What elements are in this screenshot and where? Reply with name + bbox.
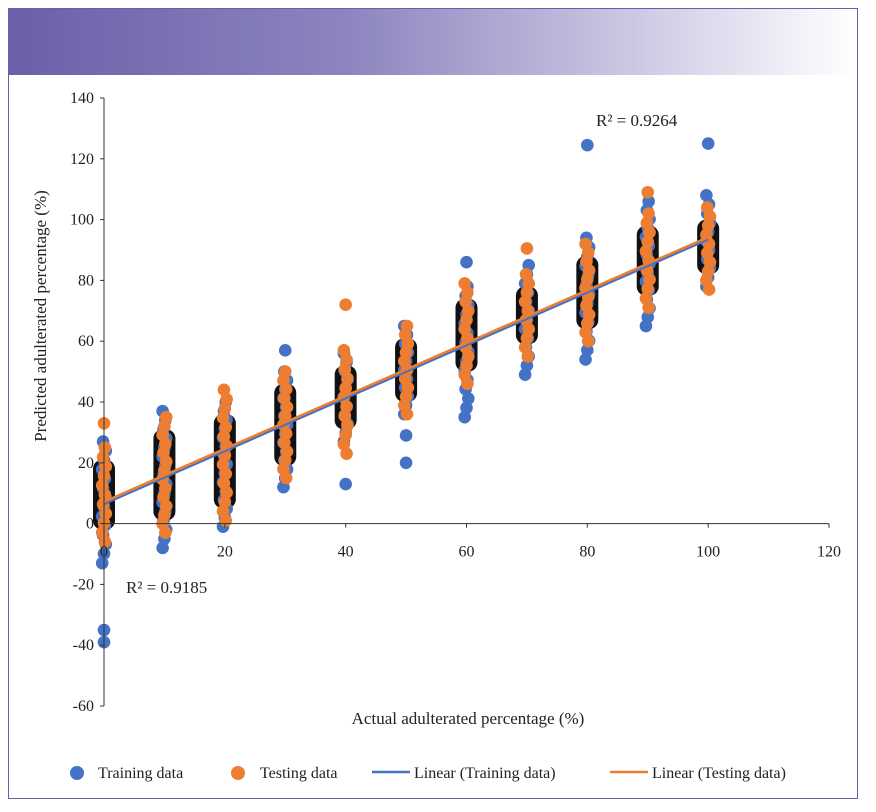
legend-testing-marker — [231, 766, 245, 780]
x-tick-label: 60 — [459, 544, 475, 561]
y-tick-label: -20 — [73, 576, 94, 593]
x-tick-label: 40 — [338, 544, 354, 561]
testing-point — [400, 319, 414, 333]
testing-point — [519, 268, 533, 281]
legend-linear-testing-label: Linear (Testing data) — [652, 765, 786, 782]
y-tick-label: 100 — [70, 212, 94, 229]
testing-point — [639, 244, 653, 258]
legend-testing-label: Testing data — [260, 765, 338, 782]
testing-outlier-point — [339, 298, 352, 312]
y-tick-label: -60 — [73, 698, 94, 715]
training-outlier-point — [339, 477, 352, 491]
y-tick-label: 140 — [70, 90, 94, 107]
header-banner — [9, 9, 857, 75]
training-outlier-point — [399, 429, 413, 442]
testing-point — [641, 282, 655, 296]
testing-point — [159, 410, 173, 424]
legend-training-label: Training data — [98, 765, 183, 782]
y-tick-label: 120 — [70, 151, 94, 168]
training-outlier-point — [399, 456, 413, 470]
testing-point — [339, 381, 352, 395]
testing-point — [337, 437, 351, 451]
x-tick-labels: 0 20 40 60 80 100 120 — [100, 523, 841, 561]
x-tick-label: 100 — [696, 544, 720, 561]
linear-training-line — [103, 238, 709, 505]
testing-point — [98, 441, 112, 454]
y-tick-label: 20 — [78, 455, 94, 472]
testing-point — [339, 428, 352, 442]
testing-point — [579, 237, 592, 251]
legend-training-marker — [70, 766, 84, 780]
testing-point — [278, 365, 292, 378]
training-point — [579, 353, 592, 366]
testing-point — [217, 430, 231, 443]
y-tick-label: 40 — [78, 394, 94, 411]
x-tick-label: 0 — [100, 544, 108, 561]
testing-point — [642, 207, 655, 220]
testing-point — [458, 277, 472, 290]
testing-point — [218, 402, 232, 415]
training-point — [460, 401, 473, 415]
y-tick-label: 60 — [78, 333, 94, 350]
testing-point — [337, 344, 351, 357]
linear-testing-line — [103, 236, 709, 503]
trend-lines — [103, 236, 709, 505]
y-tick-label: 80 — [78, 272, 94, 289]
testing-point — [95, 478, 109, 492]
y-tick-label: 0 — [86, 516, 94, 533]
training-point — [95, 556, 109, 570]
testing-point — [338, 409, 352, 423]
testing-point — [96, 450, 110, 464]
testing-point — [639, 292, 653, 305]
testing-point — [217, 476, 231, 490]
testing-point — [338, 362, 352, 376]
testing-point — [216, 458, 230, 471]
testing-point — [95, 526, 109, 539]
testing-point — [217, 383, 231, 397]
training-outlier-point — [581, 138, 594, 152]
testing-point — [216, 411, 230, 425]
testing-point — [641, 235, 655, 249]
training-outlier-point — [278, 344, 292, 357]
training-point — [642, 195, 655, 208]
legend-linear-training-label: Linear (Training data) — [414, 765, 556, 782]
training-point — [700, 188, 713, 202]
testing-point — [216, 504, 230, 518]
x-tick-label: 80 — [579, 544, 595, 561]
testing-outlier-point — [520, 242, 534, 255]
x-tick-label: 120 — [817, 544, 841, 561]
x-axis-title: Actual adulterated percentage (%) — [352, 709, 585, 728]
legend: Training data Testing data Linear (Train… — [70, 765, 786, 782]
r-squared-training: R² = 0.9185 — [126, 578, 207, 597]
training-outlier-point — [460, 255, 473, 269]
data-points — [95, 137, 717, 649]
testing-outlier-point — [641, 185, 655, 199]
testing-point — [640, 216, 654, 230]
y-tick-label: -40 — [73, 637, 94, 654]
y-axis-title: Predicted adulterated percentage (%) — [31, 190, 50, 442]
x-tick-label: 20 — [217, 544, 233, 561]
figure-frame — [8, 8, 858, 799]
testing-point — [700, 201, 714, 214]
r-squared-testing: R² = 0.9264 — [596, 111, 678, 130]
training-point — [458, 410, 472, 424]
testing-point — [218, 495, 232, 509]
training-outlier-point — [701, 137, 715, 150]
y-tick-labels: -60 -40 -20 0 20 40 60 80 100 120 140 — [70, 90, 104, 715]
